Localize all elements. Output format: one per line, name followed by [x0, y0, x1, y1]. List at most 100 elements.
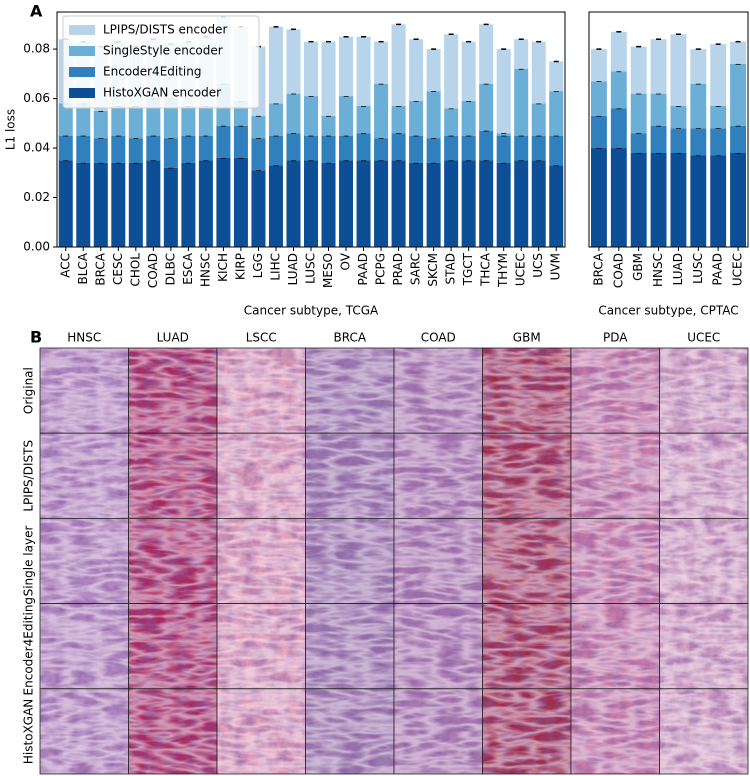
legend-swatch	[69, 25, 95, 35]
x-tick-label: CESC	[111, 253, 125, 285]
x-tick-label: LUAD	[286, 253, 300, 285]
bar-segment	[650, 153, 667, 247]
bar-segment	[391, 133, 406, 161]
x-tick-label: UCS	[531, 253, 545, 278]
bar-segment	[93, 138, 108, 163]
bar-segment	[514, 39, 529, 69]
image-texture	[394, 688, 483, 774]
bar-segment	[650, 93, 667, 126]
x-tick-label: ACC	[58, 253, 72, 278]
bar-segment	[128, 138, 143, 163]
x-tick-label: ESCA	[181, 252, 195, 285]
image-texture	[305, 518, 394, 604]
x-tick-label: SARC	[409, 253, 423, 285]
image-texture	[394, 348, 483, 434]
axes-frame	[588, 11, 749, 248]
bar-segment	[233, 157, 248, 247]
row-label: Original	[22, 367, 36, 414]
bar-segment	[730, 41, 747, 64]
column-header: LSCC	[246, 331, 277, 345]
x-tick-label: LUSC	[304, 253, 318, 284]
bar-segment	[128, 106, 143, 139]
bar-segment	[496, 49, 511, 134]
bar-segment	[409, 39, 424, 102]
x-tick-label: OV	[339, 252, 353, 270]
bar-segment	[630, 133, 647, 153]
image-texture	[40, 433, 129, 519]
legend-label: Encoder4Editing	[103, 65, 202, 79]
x-tick-label: LUSC	[691, 253, 705, 284]
image-texture	[40, 348, 129, 434]
bar-segment	[710, 44, 727, 106]
x-tick-label: GBM	[631, 253, 645, 281]
bar-segment	[93, 110, 108, 139]
image-texture	[128, 348, 217, 434]
image-texture	[659, 433, 748, 519]
bar-segment	[76, 162, 91, 247]
bar-segment	[670, 128, 687, 153]
row-label: Single layer	[22, 526, 36, 597]
bar-segment	[426, 91, 441, 139]
bar-segment	[730, 153, 747, 247]
bar-segment	[251, 115, 266, 139]
x-tick-label: PAAD	[711, 253, 725, 285]
bar-segment	[444, 160, 459, 247]
bar-segment	[426, 162, 441, 247]
bar-segment	[409, 101, 424, 136]
x-tick-label: LIHC	[268, 253, 282, 281]
bar-segment	[710, 106, 727, 129]
x-tick-label: CHOL	[128, 253, 142, 287]
bar-segment	[111, 135, 126, 163]
bar-segment	[444, 135, 459, 161]
bar-segment	[233, 125, 248, 158]
bar-segment	[426, 138, 441, 163]
bar-segment	[111, 106, 126, 136]
bar-segment	[479, 130, 494, 161]
bar-segment	[198, 160, 213, 247]
bar-segment	[339, 135, 354, 161]
image-texture	[571, 433, 660, 519]
bar-segment	[690, 155, 707, 247]
image-texture	[217, 688, 306, 774]
bar-segment	[710, 155, 727, 247]
image-border	[659, 688, 749, 775]
x-tick-label: COAD	[611, 253, 625, 288]
bar-segment	[610, 71, 627, 109]
image-texture	[482, 688, 571, 774]
x-tick-label: PRAD	[391, 253, 405, 286]
bar-segment	[391, 106, 406, 134]
bar-segment	[356, 160, 371, 247]
bar-segment	[531, 41, 546, 104]
bar-segment	[730, 63, 747, 126]
bar-segment	[590, 81, 607, 116]
bar-segment	[590, 49, 607, 82]
bar-segment	[710, 128, 727, 156]
bar-segment	[549, 165, 564, 247]
bar-segment	[128, 162, 143, 247]
image-texture	[571, 688, 660, 774]
bar-segment	[391, 24, 406, 106]
bar-segment	[286, 133, 301, 161]
bar-segment	[650, 39, 667, 94]
bar-segment	[374, 83, 389, 139]
bar-segment	[590, 148, 607, 247]
x-tick-label: UCEC	[514, 253, 528, 286]
row-label: HistoXGAN	[22, 699, 36, 764]
x-tick-label: KICH	[216, 253, 230, 282]
y-tick-label: 0.06	[23, 91, 50, 105]
bar-segment	[303, 96, 319, 136]
bar-segment	[58, 160, 73, 247]
bar-segment	[374, 138, 389, 161]
bar-segment	[650, 125, 667, 153]
legend-box	[62, 15, 260, 109]
bar-segment	[76, 135, 91, 163]
bar-segment	[730, 125, 747, 153]
image-texture	[659, 688, 748, 774]
bar-segment	[670, 153, 687, 247]
bar-segment	[251, 170, 266, 247]
x-tick-label: BLCA	[76, 252, 90, 284]
bar-segment	[339, 96, 354, 136]
bar-segment	[198, 106, 213, 136]
panel-label: B	[30, 328, 42, 347]
